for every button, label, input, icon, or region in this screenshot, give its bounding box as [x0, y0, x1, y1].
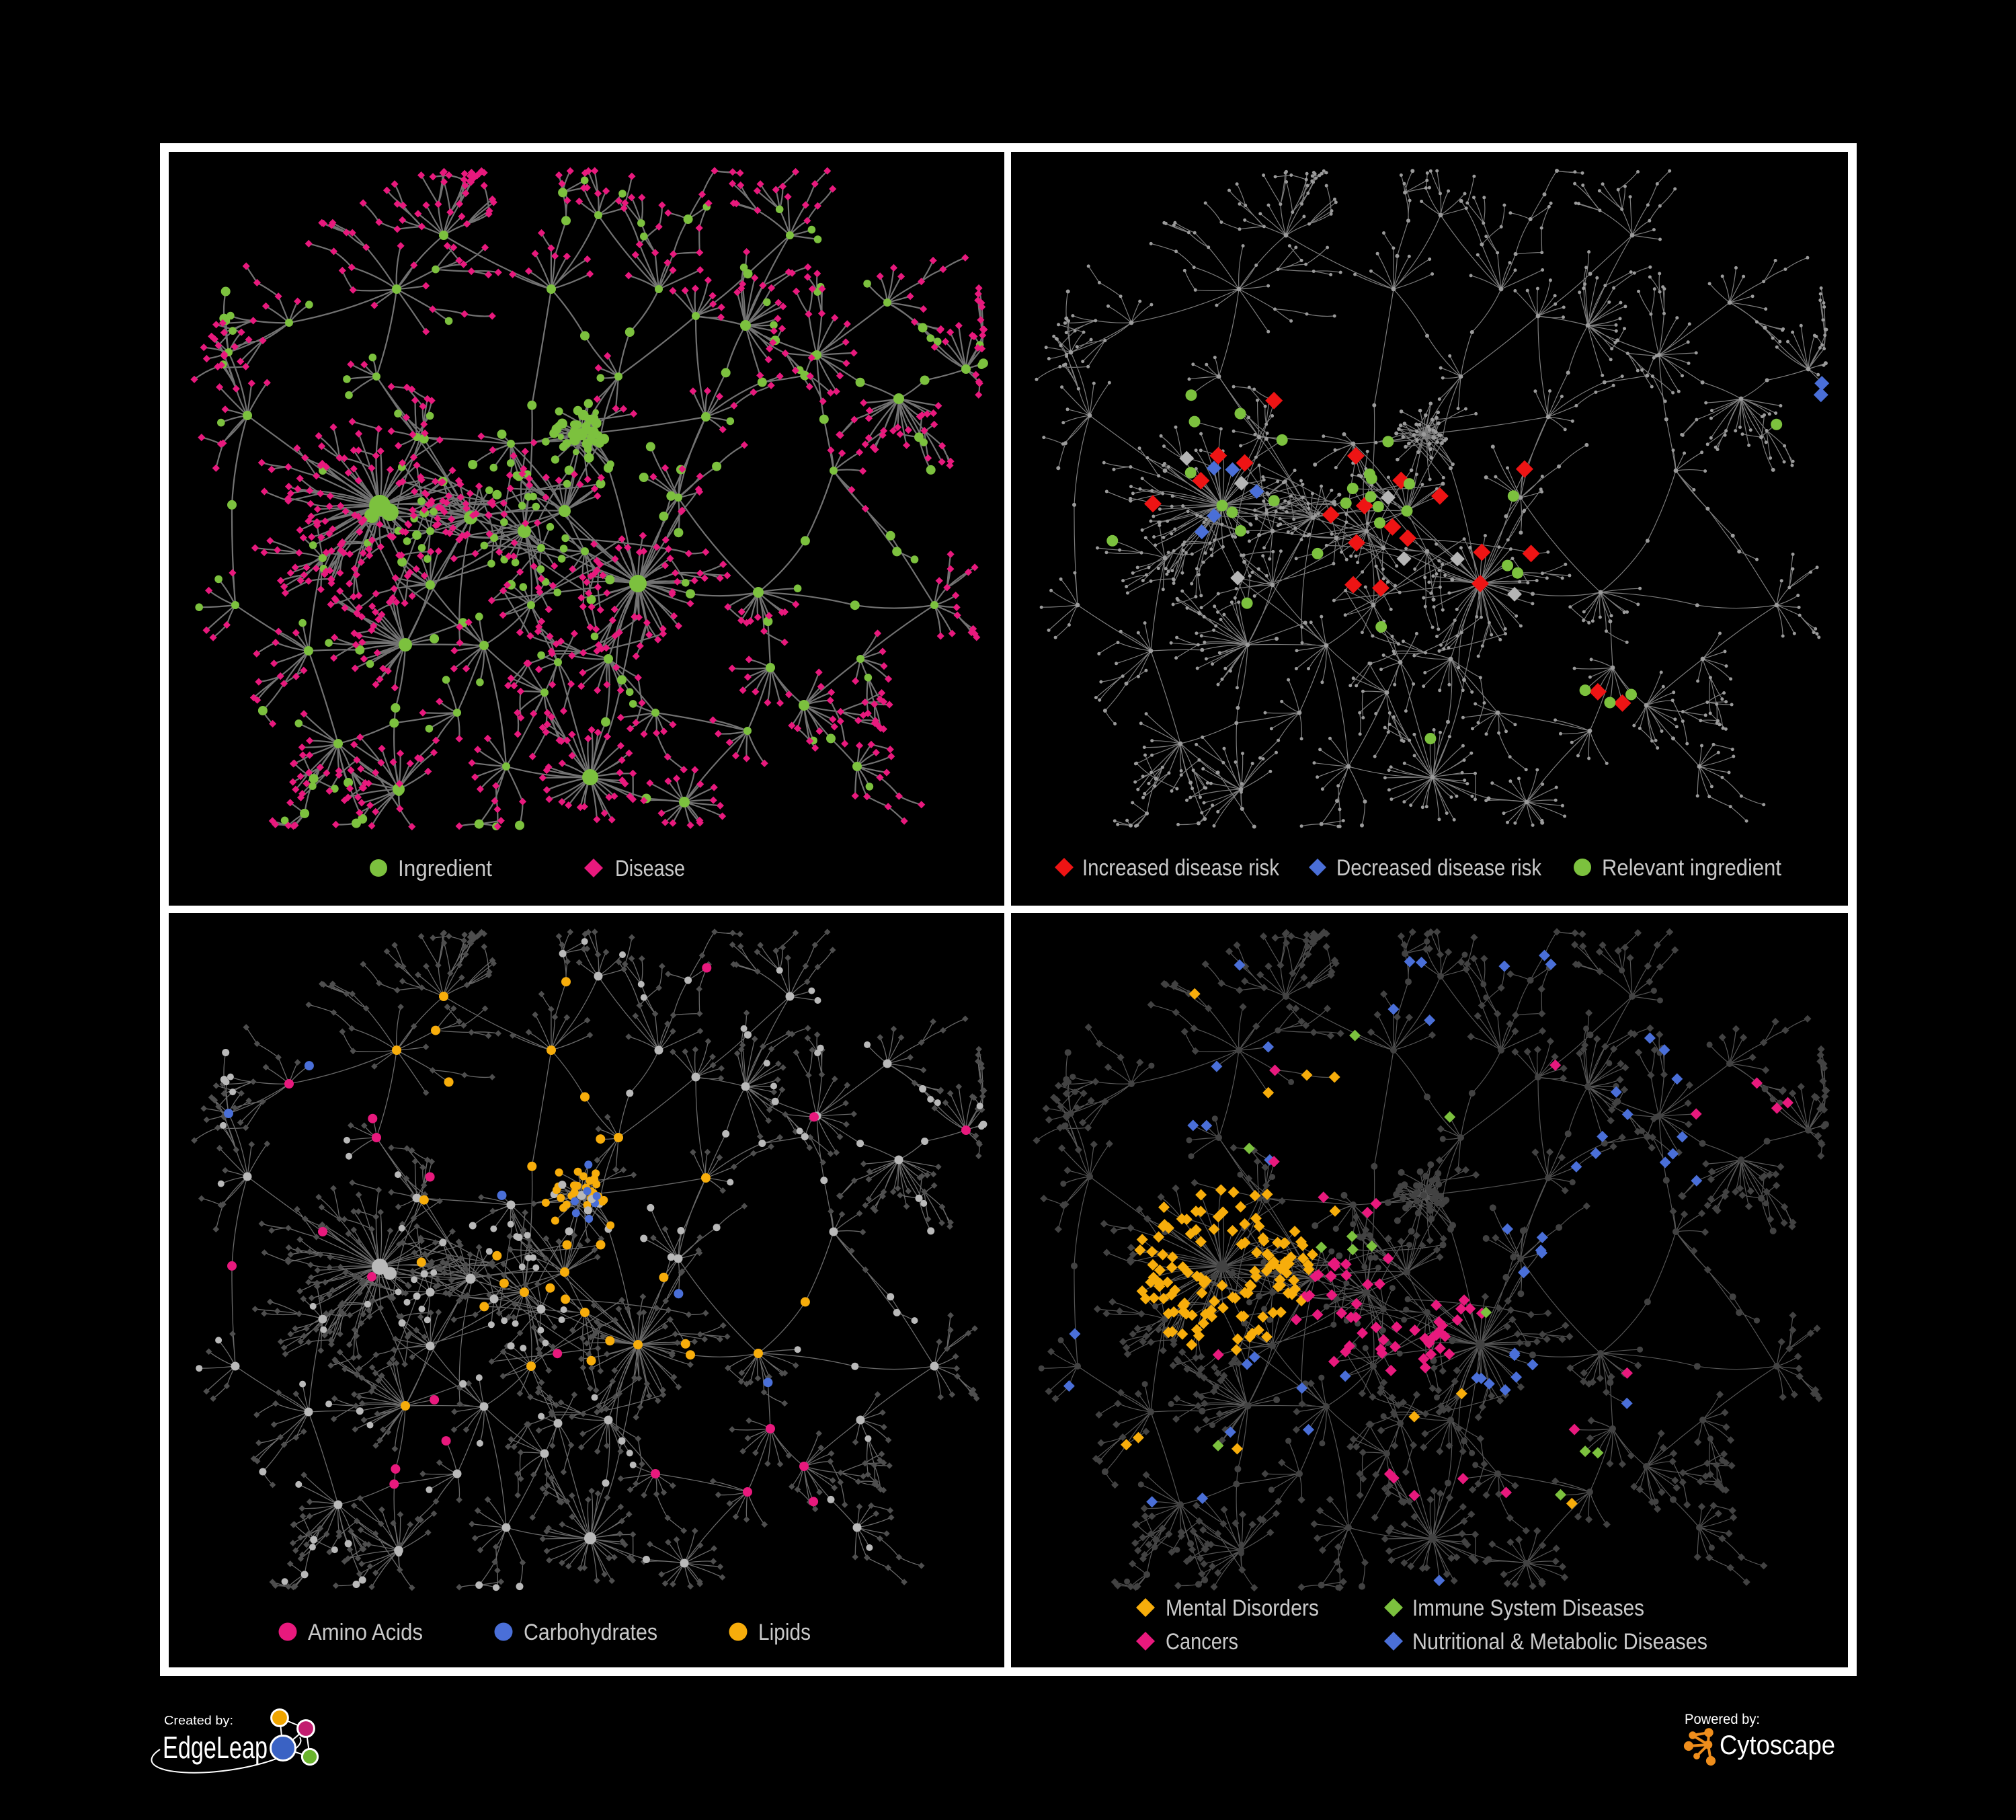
- svg-text:Powered by:: Powered by:: [1685, 1712, 1760, 1727]
- svg-text:Disease: Disease: [615, 856, 685, 881]
- svg-text:Cancers: Cancers: [1166, 1629, 1238, 1655]
- svg-text:Immune System Diseases: Immune System Diseases: [1412, 1595, 1644, 1621]
- svg-text:Nutritional & Metabolic Diseas: Nutritional & Metabolic Diseases: [1412, 1629, 1707, 1655]
- svg-text:Lipids: Lipids: [758, 1620, 811, 1645]
- svg-text:Increased disease risk: Increased disease risk: [1082, 855, 1280, 881]
- svg-text:Decreased disease risk: Decreased disease risk: [1336, 855, 1542, 881]
- svg-text:Cytoscape: Cytoscape: [1720, 1731, 1835, 1760]
- svg-text:Ingredient: Ingredient: [398, 856, 493, 881]
- svg-text:Carbohydrates: Carbohydrates: [524, 1620, 657, 1645]
- svg-text:Relevant ingredient: Relevant ingredient: [1602, 855, 1782, 881]
- svg-text:EdgeLeap: EdgeLeap: [163, 1730, 268, 1765]
- svg-text:Created by:: Created by:: [164, 1714, 233, 1727]
- svg-text:Amino Acids: Amino Acids: [308, 1620, 423, 1645]
- svg-text:Mental Disorders: Mental Disorders: [1166, 1595, 1319, 1621]
